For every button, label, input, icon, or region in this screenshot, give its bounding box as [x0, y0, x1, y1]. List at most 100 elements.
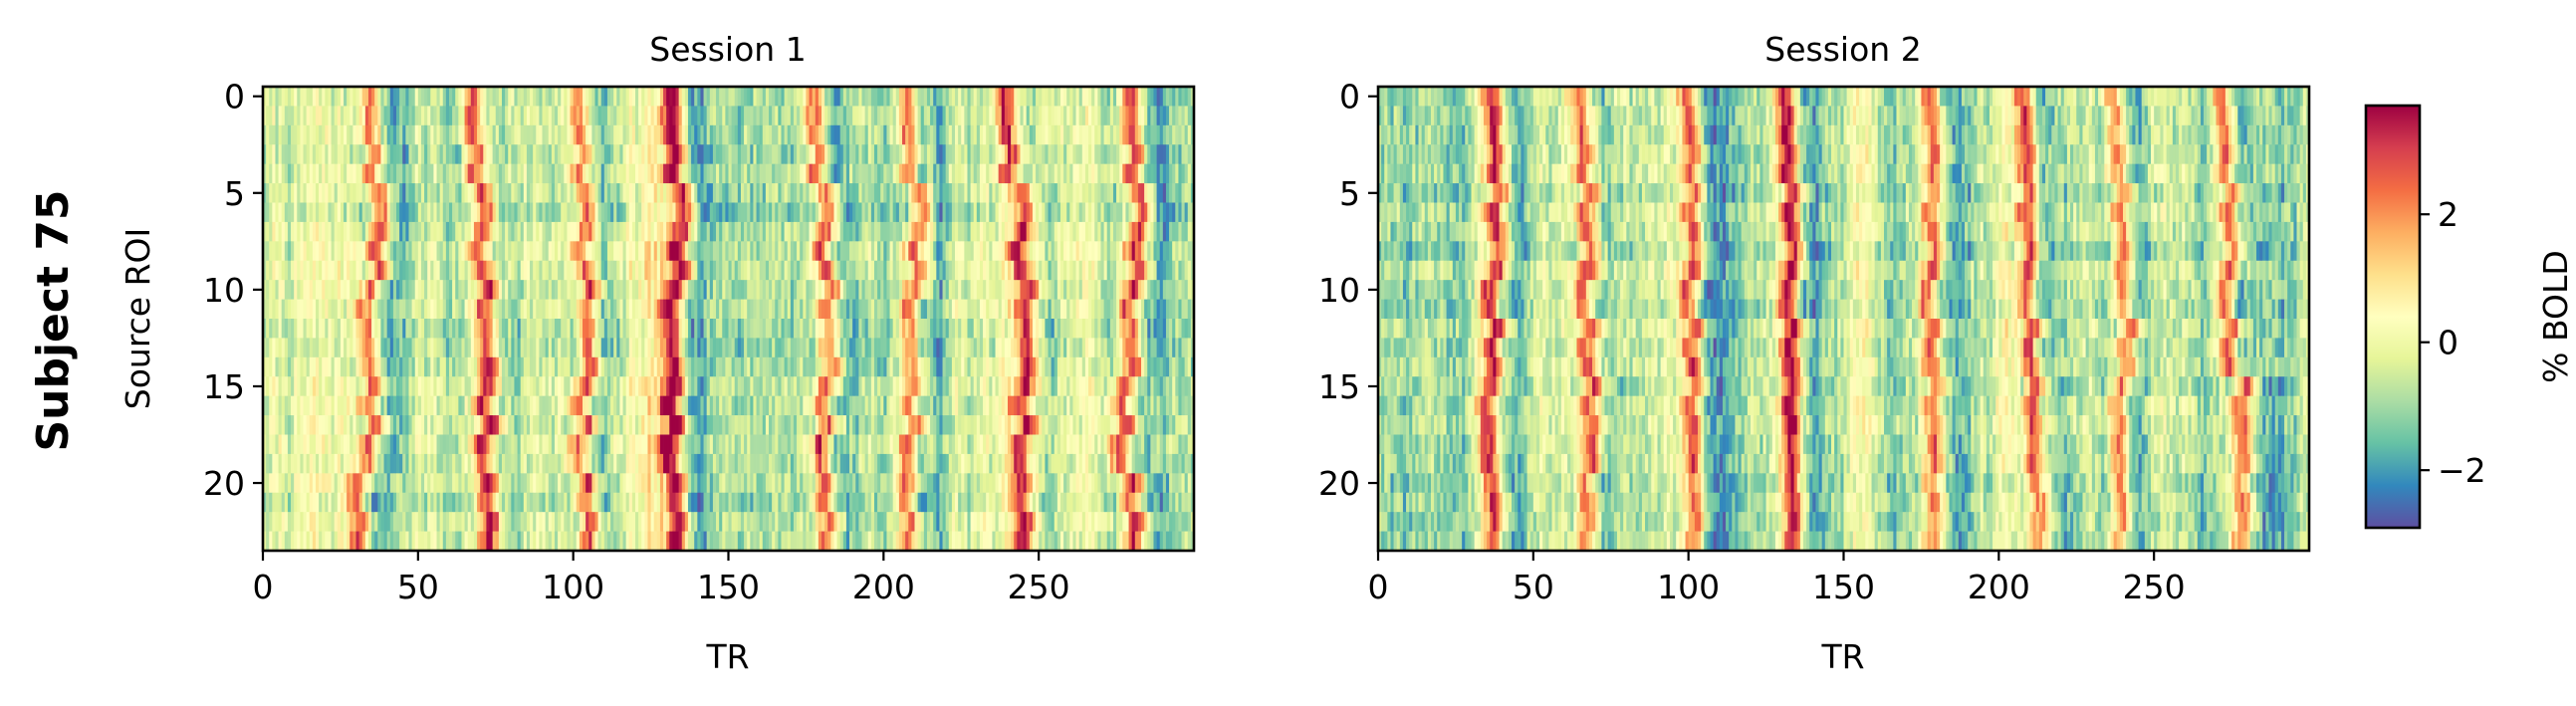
heatmap-cell: [813, 300, 816, 320]
heatmap-cell: [269, 144, 272, 164]
heatmap-cell: [1163, 164, 1166, 184]
heatmap-cell: [266, 376, 269, 396]
heatmap-cell: [490, 87, 493, 107]
heatmap-cell: [558, 183, 561, 203]
heatmap-cell: [1182, 106, 1185, 125]
heatmap-cell: [549, 144, 552, 164]
heatmap-cell: [418, 280, 421, 300]
heatmap-cell: [949, 338, 952, 357]
heatmap-cell: [588, 241, 591, 261]
heatmap-cell: [924, 144, 927, 164]
heatmap-cell: [757, 164, 760, 184]
heatmap-cell: [769, 376, 772, 396]
heatmap-cell: [1017, 338, 1020, 357]
heatmap-cell: [949, 87, 952, 107]
heatmap-cell: [660, 87, 663, 107]
heatmap-cell: [344, 164, 347, 184]
heatmap-cell: [1178, 357, 1181, 377]
heatmap-cell: [682, 164, 685, 184]
heatmap-cell: [883, 183, 886, 203]
heatmap-cell: [800, 222, 803, 242]
heatmap-cell: [1008, 164, 1011, 184]
heatmap-cell: [490, 106, 493, 125]
heatmap-cell: [588, 376, 591, 396]
heatmap-cell: [760, 280, 763, 300]
heatmap-cell: [588, 87, 591, 107]
heatmap-cell: [1182, 338, 1185, 357]
heatmap-cell: [647, 222, 650, 242]
heatmap-cell: [949, 319, 952, 339]
heatmap-cell: [791, 164, 794, 184]
heatmap-cell: [601, 241, 604, 261]
heatmap-cell: [921, 241, 924, 261]
heatmap-cell: [365, 87, 368, 107]
heatmap-cell: [943, 241, 946, 261]
heatmap-cell: [433, 300, 436, 320]
heatmap-cell: [849, 222, 852, 242]
heatmap-cell: [408, 376, 411, 396]
heatmap-cell: [1122, 164, 1125, 184]
heatmap-cell: [641, 241, 644, 261]
heatmap-cell: [1141, 338, 1144, 357]
heatmap-cell: [1113, 222, 1116, 242]
heatmap-cell: [555, 280, 558, 300]
heatmap-cell: [775, 106, 778, 125]
heatmap-cell: [1085, 164, 1088, 184]
heatmap-cell: [368, 203, 371, 223]
heatmap-cell: [849, 338, 852, 357]
heatmap-cell: [803, 376, 806, 396]
heatmap-cell: [1138, 125, 1141, 145]
heatmap-cell: [874, 125, 877, 145]
heatmap-cell: [1160, 338, 1163, 357]
heatmap-cell: [446, 338, 449, 357]
heatmap-cell: [741, 106, 744, 125]
heatmap-cell: [549, 87, 552, 107]
heatmap-cell: [604, 396, 607, 416]
heatmap-cell: [424, 319, 427, 339]
heatmap-cell: [310, 203, 313, 223]
heatmap-cell: [750, 222, 753, 242]
heatmap-cell: [955, 357, 958, 377]
heatmap-cell: [899, 106, 902, 125]
heatmap-cell: [1135, 241, 1138, 261]
heatmap-cell: [1039, 144, 1042, 164]
heatmap-cell: [530, 396, 533, 416]
heatmap-cell: [813, 87, 816, 107]
heatmap-cell: [669, 164, 672, 184]
heatmap-cell: [307, 164, 310, 184]
heatmap-cell: [396, 164, 399, 184]
heatmap-cell: [443, 319, 446, 339]
heatmap-cell: [871, 125, 874, 145]
heatmap-cell: [843, 87, 846, 107]
heatmap-cell: [285, 222, 288, 242]
heatmap-cell: [980, 338, 983, 357]
heatmap-cell: [502, 280, 505, 300]
heatmap-cell: [788, 261, 791, 281]
heatmap-cell: [918, 319, 921, 339]
heatmap-cell: [269, 300, 272, 320]
heatmap-cell: [697, 222, 700, 242]
heatmap-cell: [415, 203, 418, 223]
heatmap-cell: [1057, 203, 1060, 223]
heatmap-cell: [1185, 357, 1188, 377]
heatmap-cell: [368, 319, 371, 339]
heatmap-cell: [816, 125, 819, 145]
heatmap-cells: [263, 87, 1194, 551]
heatmap-cell: [362, 300, 365, 320]
heatmap-cell: [524, 125, 527, 145]
heatmap-cell: [341, 376, 344, 396]
heatmap-cell: [1160, 376, 1163, 396]
heatmap-cell: [613, 183, 616, 203]
heatmap-cell: [368, 87, 371, 107]
heatmap-cell: [279, 300, 282, 320]
heatmap-cell: [335, 319, 338, 339]
heatmap-cell: [996, 241, 999, 261]
heatmap-cell: [493, 357, 496, 377]
heatmap-cell: [521, 222, 524, 242]
heatmap-cell: [977, 338, 980, 357]
heatmap-cell: [539, 183, 542, 203]
heatmap-cell: [896, 319, 899, 339]
heatmap-cell: [616, 300, 619, 320]
heatmap-cell: [977, 261, 980, 281]
heatmap-cell: [574, 338, 577, 357]
